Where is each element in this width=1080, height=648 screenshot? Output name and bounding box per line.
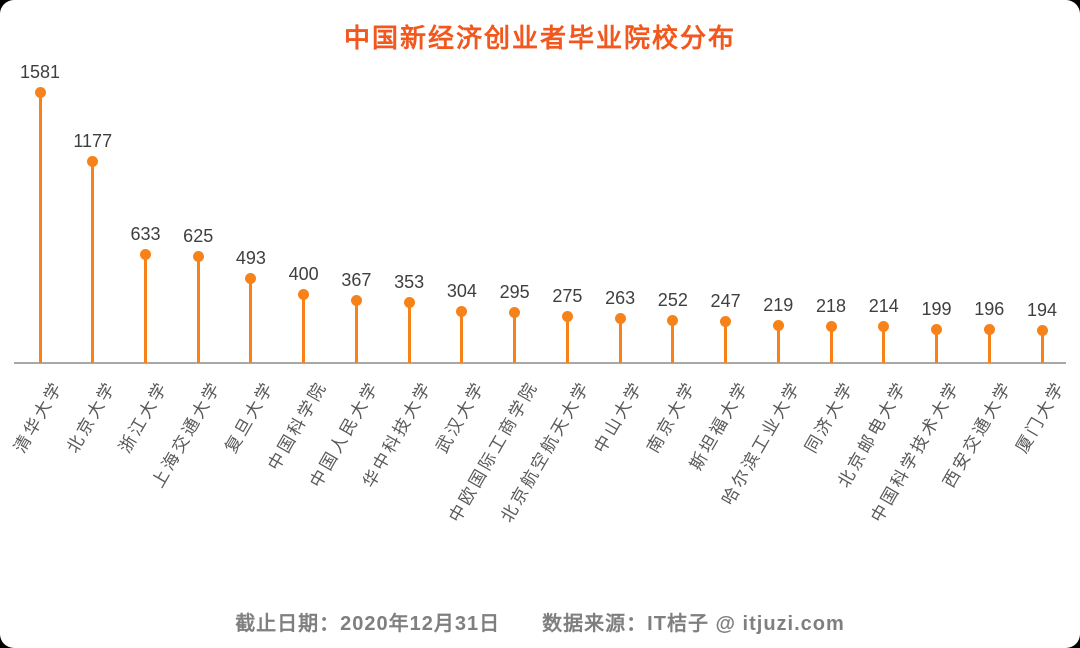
dot-marker xyxy=(139,248,151,260)
dot-marker xyxy=(403,296,415,308)
dot-marker xyxy=(192,250,204,262)
dot-marker xyxy=(983,323,995,335)
dot-marker xyxy=(34,86,46,98)
stem xyxy=(38,92,42,363)
stem xyxy=(249,278,253,363)
stem xyxy=(618,318,622,363)
dot-marker xyxy=(720,315,732,327)
value-label: 218 xyxy=(816,296,847,316)
value-label: 194 xyxy=(1026,300,1058,320)
dot-marker xyxy=(825,320,837,332)
value-label: 493 xyxy=(235,248,266,268)
value-label: 199 xyxy=(921,299,952,319)
stem xyxy=(302,294,306,363)
stem xyxy=(565,316,569,363)
dot-marker xyxy=(878,320,890,332)
stem xyxy=(935,329,939,363)
dot-marker xyxy=(298,288,310,300)
category-label: 厦门大学 xyxy=(1012,377,1069,457)
value-label: 1177 xyxy=(73,131,113,151)
value-label: 1581 xyxy=(19,62,61,82)
stem xyxy=(407,302,411,363)
value-label: 400 xyxy=(288,264,319,284)
value-label: 252 xyxy=(657,290,688,310)
stem xyxy=(776,325,780,363)
dot-marker xyxy=(456,305,468,317)
dot-marker xyxy=(509,306,521,318)
stem xyxy=(196,256,200,363)
dot-marker xyxy=(667,314,679,326)
footer-date-label: 截止日期：2020年12月31日 xyxy=(235,613,501,635)
x-axis-line xyxy=(14,362,1066,364)
value-label: 304 xyxy=(446,281,477,301)
dot-marker xyxy=(561,310,573,322)
value-label: 275 xyxy=(552,286,583,306)
dot-marker xyxy=(614,312,626,324)
value-label: 353 xyxy=(394,272,425,292)
value-label: 214 xyxy=(868,296,899,316)
dot-marker xyxy=(772,319,784,331)
dot-marker xyxy=(931,323,943,335)
value-label: 219 xyxy=(763,295,794,315)
stem xyxy=(513,312,517,363)
value-label: 633 xyxy=(130,224,161,244)
stem xyxy=(354,300,358,363)
dot-marker xyxy=(245,272,257,284)
stem xyxy=(460,311,464,363)
dot-marker xyxy=(350,294,362,306)
stem xyxy=(143,254,147,363)
stem xyxy=(987,329,991,363)
stem xyxy=(829,326,833,363)
footer: 截止日期：2020年12月31日 数据来源：IT桔子 @ itjuzi.com xyxy=(0,607,1080,636)
value-label: 295 xyxy=(499,282,530,302)
value-label: 247 xyxy=(710,291,741,311)
chart-title: 中国新经济创业者毕业院校分布 xyxy=(343,23,736,53)
value-label: 625 xyxy=(183,226,214,246)
value-label: 367 xyxy=(341,270,372,290)
stem xyxy=(724,321,728,363)
stem xyxy=(1040,330,1044,363)
stem xyxy=(671,320,675,363)
stem xyxy=(91,161,95,363)
dot-marker xyxy=(1036,324,1048,336)
dot-marker xyxy=(87,155,99,167)
footer-source-label: 数据来源：IT桔子 @ itjuzi.com xyxy=(542,613,845,635)
value-label: 263 xyxy=(605,288,636,308)
value-label: 196 xyxy=(974,299,1005,319)
stem xyxy=(882,326,886,363)
